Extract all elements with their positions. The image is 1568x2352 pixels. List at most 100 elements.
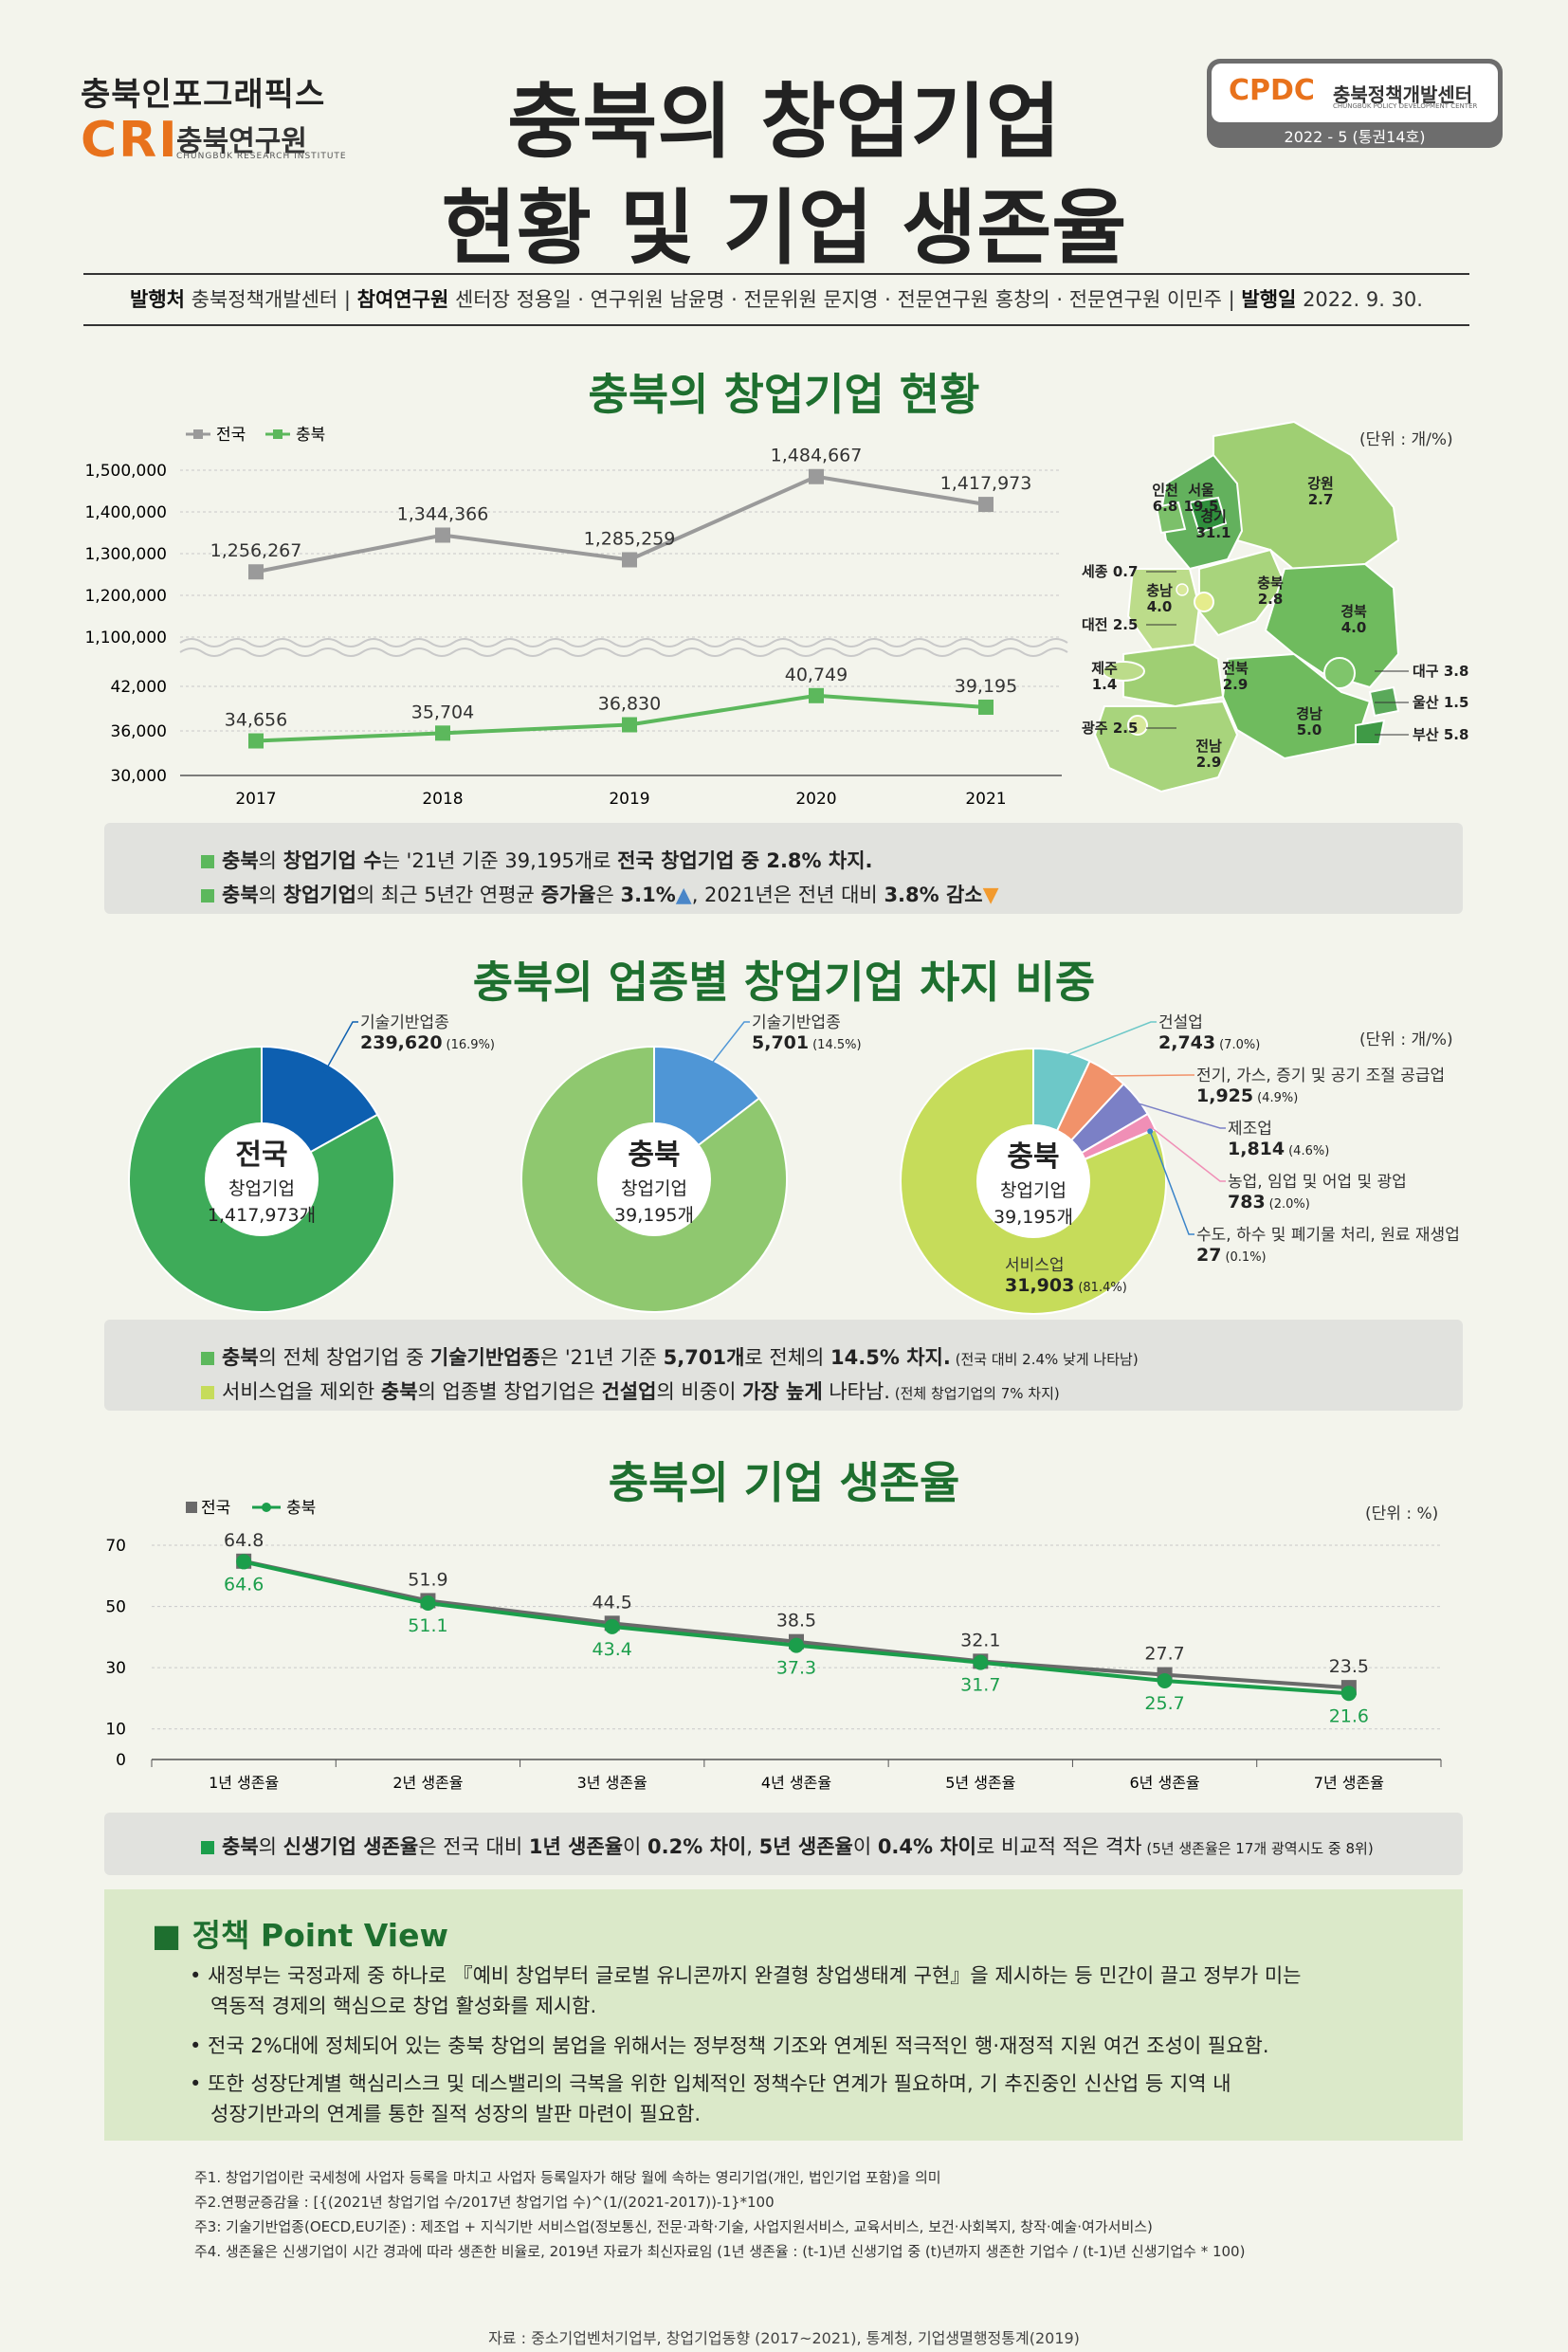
axis-break-wave-1: [179, 638, 1068, 647]
data-point: [809, 687, 824, 703]
data-label: 27.7: [1144, 1644, 1184, 1665]
region-seoul: [1188, 496, 1228, 535]
pie-slice-value: 27 (0.1%): [1196, 1245, 1267, 1266]
s3-a: 충북: [222, 1835, 259, 1858]
data-label: 1,256,267: [210, 540, 302, 561]
data-label: 51.1: [408, 1615, 447, 1636]
map-region-value: 1.4: [1092, 676, 1118, 693]
pie-slice-percent: (81.4%): [1078, 1281, 1126, 1295]
note-4: 주4. 생존율은 신생기업이 시간 경과에 따라 생존한 비율로, 2019년 …: [194, 2243, 1246, 2260]
pie-slice-percent: (14.5%): [812, 1038, 861, 1052]
publisher: 충북정책개발센터: [191, 288, 338, 311]
bullet-square-icon: [201, 889, 214, 903]
s3-b: 의: [258, 1835, 283, 1858]
data-label: 64.6: [224, 1574, 264, 1595]
pie-center-value: 39,195개: [614, 1205, 694, 1226]
note-1: 주1. 창업기업이란 국세청에 사업자 등록을 마치고 사업자 등록일자가 해당…: [194, 2169, 941, 2186]
legend-marker-chungbuk: [273, 429, 283, 439]
map-region-value: 2.8: [1258, 591, 1284, 608]
y-tick-label: 50: [105, 1598, 126, 1617]
s3-l: 로 비교적 적은 격차: [976, 1835, 1142, 1858]
s3-f: 이: [623, 1835, 648, 1858]
data-label: 51.9: [408, 1569, 447, 1590]
researchers-label: 참여연구원: [356, 288, 449, 311]
summary-box-1: [104, 823, 1463, 914]
region-gwangju: [1127, 715, 1148, 736]
x-tick-label: 7년 생존율: [1314, 1774, 1384, 1792]
pie-leader-line: [1146, 1122, 1226, 1182]
chart3-legend: 전국 충북: [186, 1499, 316, 1518]
rule-top: [83, 273, 1469, 275]
policy-line-5: 성장기반과의 연계를 통한 질적 성장의 발판 마련이 필요함.: [210, 2103, 702, 2125]
pie-slice-percent: (7.0%): [1219, 1038, 1260, 1052]
data-point: [236, 1554, 252, 1570]
note-2: 주2.연평균증감율 : [{(2021년 창업기업 수/2017년 창업기업 수…: [194, 2194, 775, 2211]
data-point: [248, 733, 264, 749]
summary1-line2: 충북의 창업기업의 최근 5년간 연평균 증가율은 3.1%▲, 2021년은 …: [201, 880, 999, 908]
map-region-name: 전북: [1222, 660, 1249, 677]
bullet-square-icon: [201, 1386, 214, 1399]
brand-series-title: 충북인포그래픽스: [81, 76, 326, 114]
s1l2-h: , 2021년은 전년 대비: [691, 884, 884, 906]
pie-leader-dot: [960, 1284, 967, 1290]
pie-leader-dot: [707, 1062, 714, 1068]
arrow-down-icon: ▼: [982, 884, 999, 907]
pie-title: 충북: [1007, 1140, 1059, 1174]
s2l1-c: 기술기반업종: [429, 1346, 540, 1369]
pie-title: 전국: [235, 1139, 287, 1172]
arrow-up-icon: ▲: [675, 884, 692, 907]
policy-box: [104, 1889, 1463, 2141]
startup-count-chart: 전국 충북 1,500,000 1,400,000 1,300,000 1,200,0…: [84, 426, 1068, 809]
bullet-square-icon: [201, 1352, 214, 1365]
s1l1-a: 충북: [222, 849, 259, 872]
x-tick-label: 1년 생존율: [209, 1774, 279, 1792]
pie-slice-percent: (4.9%): [1257, 1091, 1298, 1105]
chart3-x-ticks: 1년 생존율 2년 생존율 3년 생존율 4년 생존율 5년 생존율 6년 생존율 7년 생…: [151, 1759, 1442, 1792]
data-label: 40,749: [785, 665, 848, 685]
x-tick-label: 2021: [965, 790, 1006, 809]
policy-line-3: • 전국 2%대에 정체되어 있는 충북 창업의 붐업을 위해서는 정부정책 기…: [190, 2034, 1269, 2057]
y-tick-label: 1,200,000: [84, 587, 167, 606]
s1l2-e: 증가율: [540, 884, 596, 906]
data-point: [789, 1637, 804, 1653]
map-region-value: 2.7: [1308, 491, 1334, 508]
data-point: [604, 1618, 620, 1634]
map-region-value: 6.8: [1153, 498, 1178, 515]
data-point: [435, 725, 450, 741]
pie-slice-value: 2,743 (7.0%): [1158, 1032, 1260, 1053]
map-unit-label: (단위 : 개/%): [1359, 430, 1453, 449]
s2l2-e: 의 비중이: [656, 1380, 743, 1403]
map-region-name: 충북: [1257, 574, 1284, 592]
s1l2-f: 은: [595, 884, 621, 906]
survival-unit-label: (단위 : %): [1365, 1504, 1439, 1523]
pie-slice-percent: (4.6%): [1288, 1144, 1329, 1158]
data-point: [622, 552, 637, 568]
data-point: [809, 468, 824, 484]
pie-slice-value: 31,903 (81.4%): [1005, 1275, 1127, 1296]
source-citation: 자료 : 중소기업벤처기업부, 창업기업동향 (2017~2021), 통계청,…: [488, 2329, 1080, 2347]
survival-rate-chart: 전국 충북 70 50 30 10 0 1년 생존율 2년 생존율 3년 생존율 4년 생존율…: [105, 1499, 1442, 1792]
s3-e: 1년 생존율: [528, 1835, 624, 1858]
series-line: [255, 474, 987, 574]
y-tick-label: 0: [116, 1751, 126, 1770]
legend-marker-national: [193, 429, 203, 439]
region-daegu: [1323, 657, 1356, 689]
pie-title: 충북: [628, 1139, 680, 1172]
s1l2-d: 의 최근 5년간 연평균: [356, 884, 541, 906]
x-tick-label: 4년 생존율: [761, 1774, 831, 1792]
pie-leader-line: [1103, 1074, 1194, 1077]
region-jeju: [1102, 661, 1145, 682]
map-region-label: 광주 2.5: [1082, 720, 1138, 737]
note-3: 주3: 기술기반업종(OECD,EU기준) : 제조업 + 지식기반 서비스업(…: [194, 2218, 1153, 2235]
s3-h: ,: [746, 1835, 759, 1858]
map-region-name: 강원: [1307, 475, 1334, 492]
institute-name-english: CHUNGBUK RESEARCH INSTITUTE: [176, 152, 347, 161]
map-region-label: 세종 0.7: [1082, 563, 1138, 580]
map-region-value: 31.1: [1195, 524, 1231, 541]
pie-unit-label: (단위 : 개/%): [1359, 1030, 1453, 1049]
policy-line-1: • 새정부는 국정과제 중 하나로 『예비 창업부터 글로벌 유니콘까지 완결형…: [190, 1964, 1302, 1987]
pie-slice-name: 전기, 가스, 증기 및 공기 조절 공급업: [1196, 1067, 1445, 1085]
y-tick-label: 30: [105, 1659, 126, 1678]
data-label: 23.5: [1329, 1656, 1369, 1677]
